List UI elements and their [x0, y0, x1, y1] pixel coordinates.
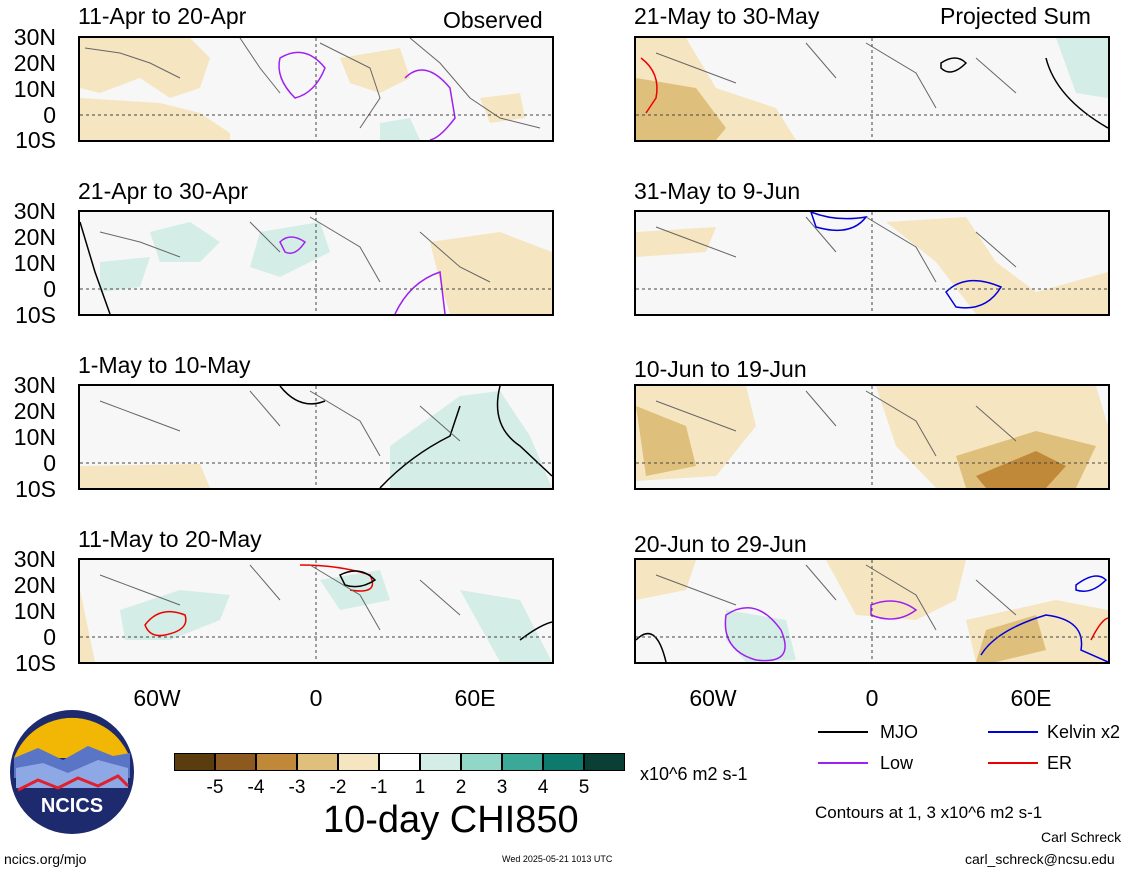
lat-label: 20N: [13, 398, 56, 424]
map-panel-4-svg: [80, 560, 552, 662]
logo-text: NCICS: [41, 795, 103, 817]
lat-label: 30N: [13, 198, 56, 224]
panel-title-2: 21-Apr to 30-Apr: [78, 178, 249, 204]
legend-label-mjo: MJO: [880, 722, 918, 742]
colorbar-swatch: [461, 753, 502, 771]
map-panel-5: [634, 36, 1110, 142]
colorbar-swatch: [379, 753, 420, 771]
map-panel-6-svg: [636, 212, 1108, 314]
colorbar-swatch: [584, 753, 625, 771]
colorbar-tick: 1: [414, 777, 426, 798]
colorbar-tick: 5: [578, 777, 590, 798]
map-panel-8: [634, 558, 1110, 664]
lon-label: 0: [309, 685, 323, 711]
panel-title-6: 31-May to 9-Jun: [634, 178, 801, 204]
lon-label: 60E: [1010, 685, 1052, 711]
lat-label: 0: [43, 624, 56, 650]
colorbar-swatch: [420, 753, 461, 771]
lat-label: 0: [43, 276, 56, 302]
map-panel-7: [634, 384, 1110, 490]
legend-label-low: Low: [880, 753, 914, 773]
map-panel-2: [78, 210, 554, 316]
legend-line-mjo: [818, 731, 868, 733]
lat-label: 20N: [13, 50, 56, 76]
colorbar-tick: -2: [329, 777, 347, 798]
panel-title-4: 11-May to 20-May: [78, 526, 262, 552]
map-panel-2-svg: [80, 212, 552, 314]
colorbar-tick: 2: [455, 777, 467, 798]
map-panel-1: [78, 36, 554, 142]
legend-label-er: ER: [1047, 753, 1073, 773]
lat-label: 0: [43, 102, 56, 128]
legend-line-low: [818, 762, 868, 764]
colorbar-swatch: [215, 753, 256, 771]
colorbar-tick: -5: [206, 777, 224, 798]
map-panel-8-svg: [636, 560, 1108, 662]
panel-title-3: 1-May to 10-May: [78, 352, 251, 378]
colorbar-tick: 4: [537, 777, 549, 798]
lat-label: 10N: [13, 424, 56, 450]
lon-label: 60W: [689, 685, 737, 711]
map-panel-3: [78, 384, 554, 490]
colorbar-tick: -1: [370, 777, 388, 798]
colorbar-tick: -3: [288, 777, 306, 798]
email-link[interactable]: carl_schreck@ncsu.edu: [965, 851, 1115, 867]
lat-label: 10N: [13, 250, 56, 276]
colorbar-swatch: [543, 753, 584, 771]
colorbar-tick: -4: [247, 777, 265, 798]
projected-sum-label: Projected Sum: [940, 3, 1091, 29]
lat-label: 20N: [13, 224, 56, 250]
lat-label: 30N: [13, 546, 56, 572]
lat-label: 10S: [15, 476, 56, 502]
map-panel-4: [78, 558, 554, 664]
map-panel-1-svg: [80, 38, 552, 140]
colorbar-tick: 3: [496, 777, 508, 798]
author: Carl Schreck: [1041, 829, 1122, 845]
colorbar-units: x10^6 m2 s-1: [640, 764, 748, 784]
lat-label: 10N: [13, 598, 56, 624]
lat-label: 10S: [15, 127, 56, 153]
colorbar-swatch: [297, 753, 338, 771]
lat-label: 30N: [13, 24, 56, 50]
lon-label: 0: [865, 685, 879, 711]
observed-label: Observed: [443, 7, 543, 33]
ncics-logo: NCICS: [8, 708, 136, 836]
panel-title-1: 11-Apr to 20-Apr: [78, 3, 247, 29]
lat-label: 10N: [13, 76, 56, 102]
timestamp: Wed 2025-05-21 1013 UTC: [502, 854, 613, 864]
map-panel-7-svg: [636, 386, 1108, 488]
colorbar-swatch: [502, 753, 543, 771]
lon-label: 60E: [454, 685, 496, 711]
colorbar-swatch: [174, 753, 215, 771]
lat-label: 0: [43, 450, 56, 476]
map-panel-6: [634, 210, 1110, 316]
legend-line-er: [988, 762, 1038, 764]
colorbar-swatch: [338, 753, 379, 771]
site-link[interactable]: ncics.org/mjo: [4, 851, 87, 867]
lat-label: 10S: [15, 302, 56, 328]
map-panel-5-svg: [636, 38, 1108, 140]
panel-title-8: 20-Jun to 29-Jun: [634, 531, 807, 557]
main-title: 10-day CHI850: [323, 799, 579, 841]
lat-label: 20N: [13, 572, 56, 598]
panel-title-7: 10-Jun to 19-Jun: [634, 356, 807, 382]
panel-title-5: 21-May to 30-May: [634, 3, 820, 29]
legend-label-kelvin: Kelvin x2: [1047, 722, 1121, 742]
lon-label: 60W: [133, 685, 181, 711]
legend-line-kelvin: [988, 731, 1038, 733]
colorbar-swatch: [256, 753, 297, 771]
map-panel-3-svg: [80, 386, 552, 488]
lat-label: 30N: [13, 372, 56, 398]
contour-note: Contours at 1, 3 x10^6 m2 s-1: [815, 803, 1043, 822]
lat-label: 10S: [15, 650, 56, 676]
